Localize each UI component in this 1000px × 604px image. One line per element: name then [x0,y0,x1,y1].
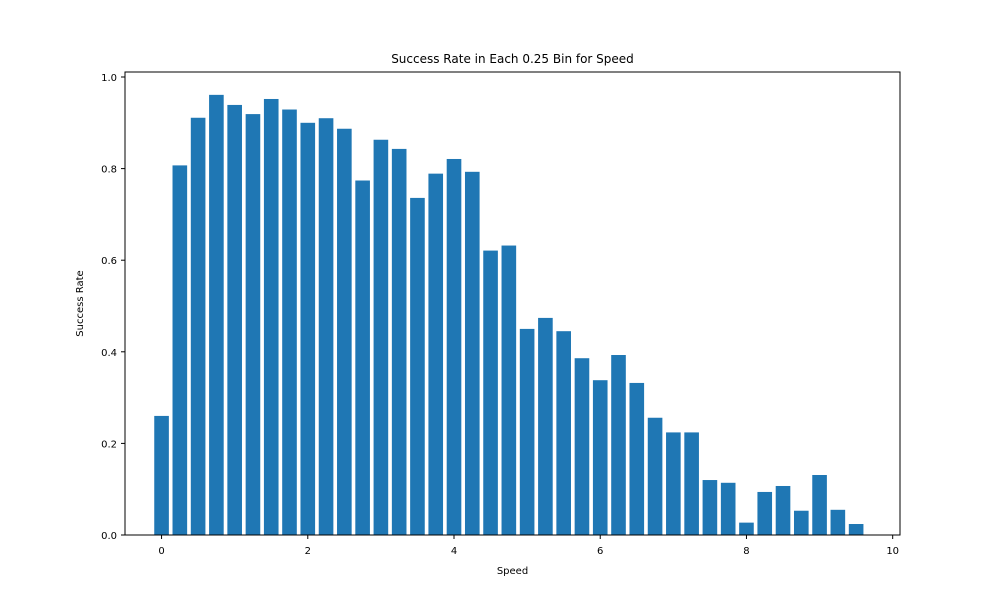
bar [757,492,772,535]
x-tick-label: 4 [451,546,457,557]
x-axis-label: Speed [497,566,528,577]
bar [173,165,188,535]
bar [447,159,462,535]
x-tick-label: 6 [597,546,603,557]
bar [191,118,206,535]
chart-title: Success Rate in Each 0.25 Bin for Speed [391,52,634,66]
x-tick-label: 2 [305,546,311,557]
bar [794,511,809,535]
y-tick-label: 0.6 [101,256,117,267]
bar [355,181,370,535]
bar [246,114,261,535]
bar [410,198,425,535]
x-axis-ticks: 0 2 4 6 8 10 [158,535,899,557]
x-tick-label: 8 [743,546,749,557]
bar [337,129,352,535]
bar [575,358,590,535]
bar [556,331,571,535]
y-axis-label: Success Rate [75,270,86,336]
bar [831,510,846,535]
bar [319,118,334,535]
bar [483,251,498,535]
bar [538,318,553,535]
bar [392,149,407,535]
y-tick-label: 0.8 [101,165,117,176]
y-tick-label: 0.0 [101,531,117,542]
bar [374,140,389,535]
bar [812,475,827,535]
bar [227,105,242,535]
bar [721,483,736,535]
bar [776,486,791,535]
bar [849,524,864,535]
bar [209,95,224,535]
y-tick-label: 1.0 [101,73,117,84]
bar [465,172,480,535]
bar [703,480,718,535]
bar [629,383,644,535]
bar [428,174,443,535]
bar [666,432,681,535]
y-tick-label: 0.2 [101,439,117,450]
bar [502,246,517,535]
bar [593,380,608,535]
bar [739,523,754,535]
bar [611,355,626,535]
x-tick-label: 10 [886,546,899,557]
bar [300,123,315,535]
bar [282,110,297,535]
bar [520,329,535,535]
bar [684,432,699,535]
bar [154,416,169,535]
bars-group [154,95,863,535]
y-tick-label: 0.4 [101,348,117,359]
y-axis-ticks: 0.0 0.2 0.4 0.6 0.8 1.0 [101,73,125,542]
bar [648,418,663,535]
bar [264,99,279,535]
x-tick-label: 0 [158,546,164,557]
